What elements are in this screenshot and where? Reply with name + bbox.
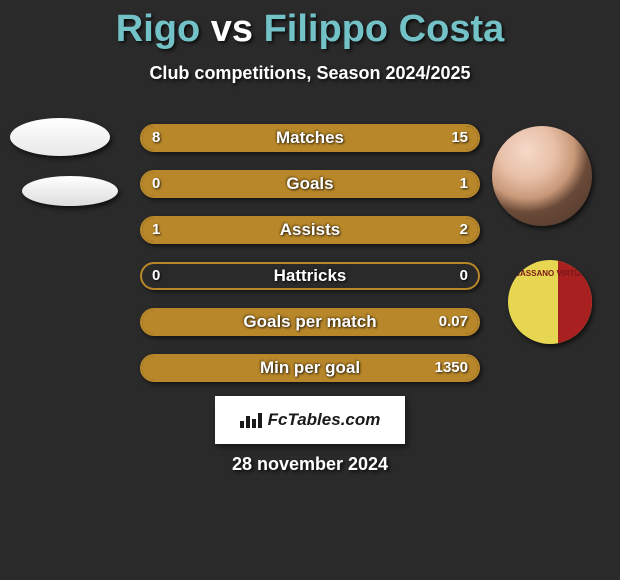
player1-club-placeholder <box>22 176 118 206</box>
stat-value-right: 2 <box>460 218 468 242</box>
fctables-bars-icon <box>240 413 262 428</box>
player2-name: Filippo Costa <box>264 8 505 50</box>
player1-name: Rigo <box>116 8 200 50</box>
stat-row: 0Hattricks0 <box>140 262 480 290</box>
stat-row: 1Assists2 <box>140 216 480 244</box>
vs-text: vs <box>211 8 253 50</box>
stats-rows: 8Matches150Goals11Assists20Hattricks0Goa… <box>140 124 480 400</box>
stat-label: Goals <box>142 172 478 196</box>
club-badge-text: BASSANO VIRTUS <box>508 270 592 279</box>
stat-row: 8Matches15 <box>140 124 480 152</box>
stat-label: Min per goal <box>142 356 478 380</box>
fctables-logo: FcTables.com <box>215 396 405 444</box>
stat-row: 0Goals1 <box>140 170 480 198</box>
stat-value-right: 1350 <box>435 356 468 380</box>
stat-label: Assists <box>142 218 478 242</box>
stat-value-right: 0 <box>460 264 468 288</box>
date-text: 28 november 2024 <box>0 454 620 475</box>
stat-value-right: 15 <box>451 126 468 150</box>
player2-club-badge: BASSANO VIRTUS <box>508 260 592 344</box>
comparison-title: Rigo vs Filippo Costa <box>0 0 620 51</box>
fctables-text: FcTables.com <box>268 410 381 430</box>
stat-value-right: 0.07 <box>439 310 468 334</box>
stat-label: Goals per match <box>142 310 478 334</box>
subtitle: Club competitions, Season 2024/2025 <box>0 63 620 84</box>
stat-row: Min per goal1350 <box>140 354 480 382</box>
stat-value-right: 1 <box>460 172 468 196</box>
stat-row: Goals per match0.07 <box>140 308 480 336</box>
stat-label: Matches <box>142 126 478 150</box>
stat-label: Hattricks <box>142 264 478 288</box>
player2-avatar <box>492 126 592 226</box>
player1-avatar-placeholder <box>10 118 110 156</box>
